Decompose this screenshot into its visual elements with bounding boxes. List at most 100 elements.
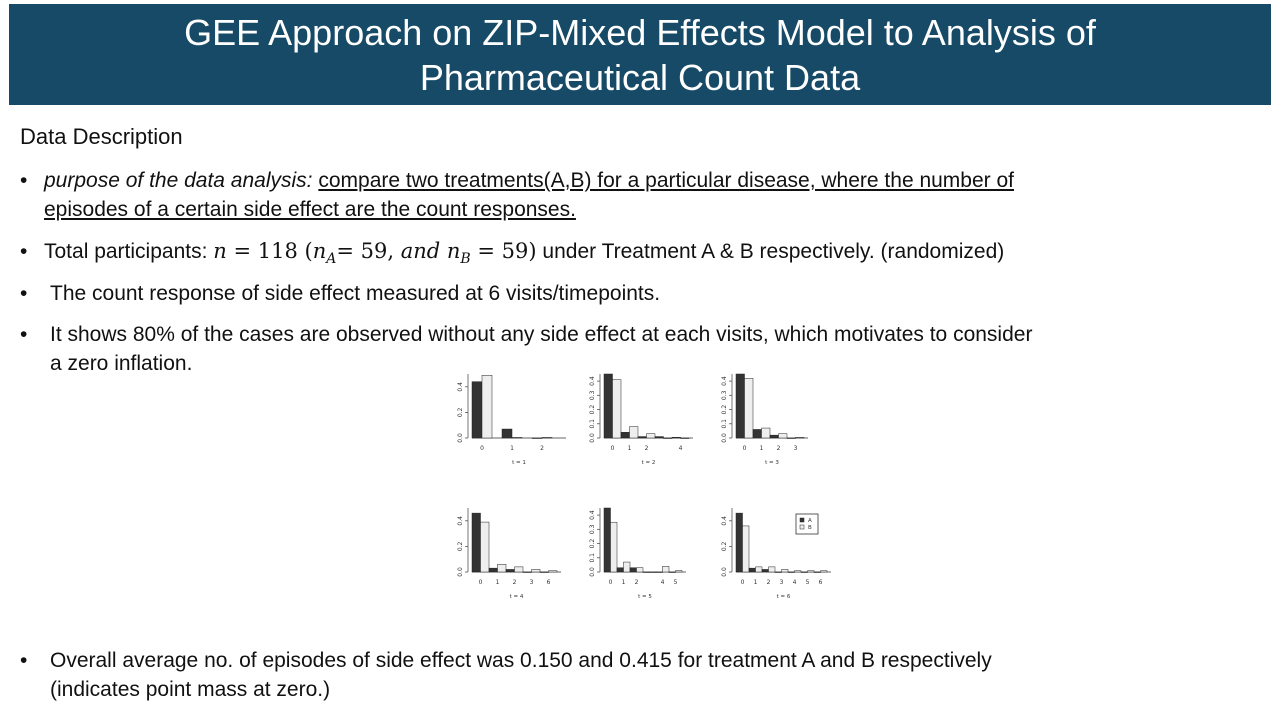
bar-A-1 <box>748 567 756 573</box>
visits-text: The count response of side effect measur… <box>50 282 661 305</box>
bar-A-2 <box>761 569 769 573</box>
x-tick-label: 2 <box>767 579 771 586</box>
y-tick-label: 0.0 <box>457 567 464 577</box>
x-tick-label: 1 <box>510 445 514 452</box>
bar-A-5 <box>668 571 676 573</box>
bar-B-6 <box>548 570 558 573</box>
x-tick-label: 5 <box>674 579 678 586</box>
bar-A-1 <box>488 567 498 573</box>
bar-A-6 <box>539 571 549 573</box>
bar-A-0 <box>471 512 481 573</box>
bar-B-5 <box>675 570 683 573</box>
panel-caption: t = 1 <box>512 460 526 466</box>
y-tick-label: 0.4 <box>721 516 728 526</box>
bar-B-0 <box>612 379 622 439</box>
bar-A-2 <box>531 437 543 439</box>
bullet-dot: • <box>20 169 28 192</box>
zero-inflation-line-2: a zero inflation. <box>50 352 193 375</box>
bar-B-3 <box>531 569 541 573</box>
bar-A-3 <box>522 571 532 573</box>
y-tick-label: 0.4 <box>457 382 464 392</box>
bar-B-3 <box>781 569 789 573</box>
bullet-zero-inflation: • It shows 80% of the cases are observed… <box>20 320 1260 380</box>
legend-swatch-B <box>799 524 805 530</box>
legend-label-B: B <box>808 525 812 531</box>
panel-caption: t = 5 <box>638 594 652 600</box>
y-tick-label: 0.3 <box>589 390 596 400</box>
bullet-dot: • <box>20 282 28 305</box>
bullet-dot: • <box>20 240 28 263</box>
bullet-participants: • Total participants: n = 118 (nA= 59, a… <box>20 237 1260 269</box>
bullet-dot: • <box>20 649 28 672</box>
purpose-text-line-2: episodes of a certain side effect are th… <box>44 198 576 221</box>
hist-panel-3: 0.0 0.1 0.2 0.3 0.4 0 1 2 3 t = 3 <box>721 373 808 466</box>
x-tick-label: 3 <box>794 445 798 452</box>
math-and: and <box>400 239 447 263</box>
y-tick-label: 0.0 <box>721 433 728 443</box>
x-tick-label: 1 <box>754 579 758 586</box>
y-tick-label: 0.0 <box>589 567 596 577</box>
y-tick-label: 0.4 <box>589 510 596 520</box>
bar-B-1 <box>761 427 771 439</box>
hist-panel-2: 0.0 0.1 0.2 0.3 0.4 0 1 2 4 t = 2 <box>589 373 693 466</box>
bar-B-0 <box>610 521 618 573</box>
panel-caption: t = 6 <box>777 594 791 600</box>
math-nA: n <box>312 239 327 263</box>
x-tick-label: 2 <box>513 579 517 586</box>
bar-A-1 <box>752 429 762 439</box>
bar-A-2 <box>637 436 647 439</box>
bar-A-1 <box>620 432 630 439</box>
x-tick-label: 3 <box>530 579 534 586</box>
participants-suffix: under Treatment A & B respectively. (ran… <box>542 240 1005 263</box>
x-tick-label: 4 <box>793 579 797 586</box>
bar-A-4 <box>671 437 681 439</box>
y-tick-label: 0.4 <box>721 376 728 386</box>
histogram-figure: 0.0 0.2 0.4 0 1 2 t = 1 0.0 0.1 0.2 0.3 0.4 0 1 2 4 t = … <box>457 373 831 600</box>
average-line-2: (indicates point mass at zero.) <box>50 678 331 701</box>
participants-prefix: Total participants: <box>44 240 208 263</box>
y-tick-label: 0.2 <box>457 407 464 417</box>
y-tick-label: 0.2 <box>589 539 596 549</box>
bar-B-1 <box>511 437 523 439</box>
slide-title-line-1: GEE Approach on ZIP-Mixed Effects Model … <box>184 12 1096 53</box>
purpose-label: purpose of the data analysis: <box>44 169 313 192</box>
bar-B-4 <box>680 437 690 439</box>
bar-B-0 <box>742 525 750 573</box>
bar-A-4 <box>787 571 795 573</box>
y-tick-label: 0.3 <box>589 524 596 534</box>
bar-B-4 <box>794 570 802 573</box>
x-tick-label: 0 <box>741 579 745 586</box>
bar-A-0 <box>471 381 483 439</box>
average-line-1: Overall average no. of episodes of side … <box>50 649 992 672</box>
hist-panel-4: 0.0 0.2 0.4 0 1 2 3 6 t = 4 <box>457 508 561 600</box>
x-tick-label: 0 <box>609 579 613 586</box>
x-tick-label: 1 <box>622 579 626 586</box>
bar-B-1 <box>755 566 763 573</box>
x-tick-label: 2 <box>635 579 639 586</box>
bar-A-3 <box>774 571 782 573</box>
bar-A-2 <box>505 569 515 573</box>
bullet-dot: • <box>20 323 28 346</box>
bar-A-0 <box>603 507 611 573</box>
legend-swatch-A <box>799 517 805 523</box>
x-tick-label: 6 <box>819 579 823 586</box>
y-tick-label: 0.0 <box>457 433 464 443</box>
bar-B-0 <box>480 521 490 573</box>
bar-B-3 <box>649 571 657 573</box>
x-tick-label: 4 <box>679 445 683 452</box>
bar-B-2 <box>778 433 788 439</box>
bar-B-4 <box>662 566 670 573</box>
y-tick-label: 0.2 <box>589 405 596 415</box>
bar-B-5 <box>807 570 815 573</box>
y-tick-label: 0.0 <box>589 433 596 443</box>
x-tick-label: 4 <box>661 579 665 586</box>
math-nB: n <box>446 239 461 263</box>
bar-B-2 <box>636 567 644 573</box>
y-tick-label: 0.0 <box>721 567 728 577</box>
y-tick-label: 0.1 <box>589 419 596 429</box>
slide-title-bar: GEE Approach on ZIP-Mixed Effects Model … <box>9 4 1271 105</box>
math-n: n <box>213 239 227 263</box>
bullet-purpose: • purpose of the data analysis: compare … <box>20 166 1260 226</box>
bar-A-6 <box>813 571 821 573</box>
slide-title-line-2: Pharmaceutical Count Data <box>419 57 861 98</box>
